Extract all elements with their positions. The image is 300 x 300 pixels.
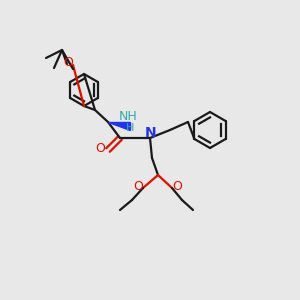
Text: O: O — [133, 179, 143, 193]
Text: H: H — [126, 123, 134, 133]
Text: O: O — [95, 142, 105, 154]
Text: N: N — [145, 126, 157, 140]
Polygon shape — [108, 122, 130, 130]
Text: NH: NH — [118, 110, 137, 122]
Text: O: O — [63, 56, 73, 68]
Text: O: O — [172, 179, 182, 193]
